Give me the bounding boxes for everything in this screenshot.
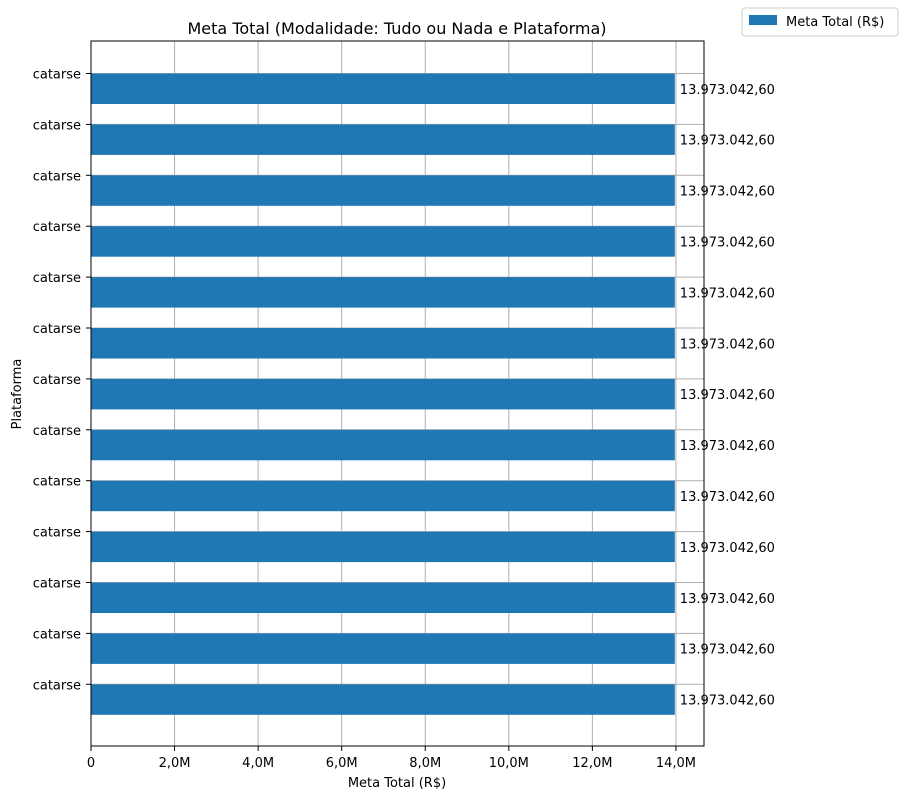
y-tick-label: catarse: [33, 322, 81, 337]
bar: [91, 226, 675, 257]
x-tick-label: 2,0M: [159, 756, 191, 771]
bar-value-label: 13.973.042,60: [680, 337, 775, 352]
bar: [91, 582, 675, 613]
x-tick-label: 6,0M: [326, 756, 358, 771]
y-tick-label: catarse: [33, 68, 81, 83]
bar: [91, 531, 675, 563]
y-tick-label: catarse: [33, 373, 81, 388]
y-tick-label: catarse: [33, 526, 81, 541]
bar-value-label: 13.973.042,60: [680, 592, 775, 607]
bar-value-label: 13.973.042,60: [680, 694, 775, 709]
y-tick-label: catarse: [33, 220, 81, 235]
bar: [91, 73, 675, 104]
bar: [91, 684, 675, 715]
y-axis-ticks: catarse catarse catarse catarse catarse catar…: [33, 68, 91, 693]
y-tick-label: catarse: [33, 169, 81, 184]
legend-label: Meta Total (R$): [786, 15, 884, 30]
y-tick-label: catarse: [33, 475, 81, 490]
bar-value-label: 13.973.042,60: [680, 286, 775, 301]
bar-value-label: 13.973.042,60: [680, 235, 775, 250]
y-tick-label: catarse: [33, 678, 81, 693]
bar: [91, 429, 675, 461]
y-tick-label: catarse: [33, 627, 81, 642]
x-axis-label: Meta Total (R$): [348, 776, 446, 791]
bar-value-label: 13.973.042,60: [680, 388, 775, 403]
x-tick-label: 14,0M: [656, 756, 696, 771]
bars: [91, 73, 675, 715]
y-tick-label: catarse: [33, 577, 81, 592]
x-axis-ticks: 0 2,0M 4,0M 6,0M 8,0M 10,0M 12,0M 14,0M: [87, 746, 696, 771]
bar: [91, 277, 675, 308]
bar-value-labels: 13.973.042,60 13.973.042,60 13.973.042,60 1…: [680, 83, 775, 709]
bar-value-label: 13.973.042,60: [680, 134, 775, 149]
x-tick-label: 12,0M: [572, 756, 612, 771]
bar: [91, 124, 675, 155]
x-tick-label: 4,0M: [242, 756, 274, 771]
bar: [91, 480, 675, 512]
bar-value-label: 13.973.042,60: [680, 643, 775, 658]
bar-value-label: 13.973.042,60: [680, 490, 775, 505]
legend-swatch: [749, 15, 777, 25]
bar: [91, 175, 675, 206]
x-tick-label: 8,0M: [409, 756, 441, 771]
x-tick-label: 0: [87, 756, 95, 771]
bar-value-label: 13.973.042,60: [680, 541, 775, 556]
legend-box: [741, 7, 899, 37]
y-axis-label: Plataforma: [10, 359, 25, 430]
y-tick-label: catarse: [33, 424, 81, 439]
bar: [91, 378, 675, 410]
y-tick-label: catarse: [33, 271, 81, 286]
bar: [91, 328, 675, 359]
bar-value-label: 13.973.042,60: [680, 83, 775, 98]
bar-value-label: 13.973.042,60: [680, 439, 775, 454]
plot-area-frame: [90, 40, 705, 747]
x-tick-label: 10,0M: [489, 756, 529, 771]
bar-value-label: 13.973.042,60: [680, 185, 775, 200]
chart-title: Meta Total (Modalidade: Tudo ou Nada e P…: [188, 19, 607, 38]
legend: Meta Total (R$): [741, 7, 899, 37]
y-tick-label: catarse: [33, 118, 81, 133]
bar: [91, 633, 675, 664]
